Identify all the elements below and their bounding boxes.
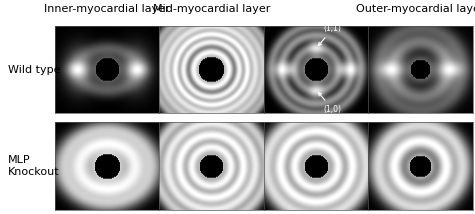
Text: Inner-myocardial layer: Inner-myocardial layer	[44, 4, 170, 14]
Text: MLP
Knockout: MLP Knockout	[8, 155, 60, 177]
Text: (1,0): (1,0)	[318, 93, 342, 114]
Text: Outer-myocardial layer: Outer-myocardial layer	[356, 4, 475, 14]
Text: (1,1): (1,1)	[318, 24, 342, 46]
Text: Wild type: Wild type	[8, 65, 61, 74]
Text: Mid-myocardial layer: Mid-myocardial layer	[152, 4, 270, 14]
